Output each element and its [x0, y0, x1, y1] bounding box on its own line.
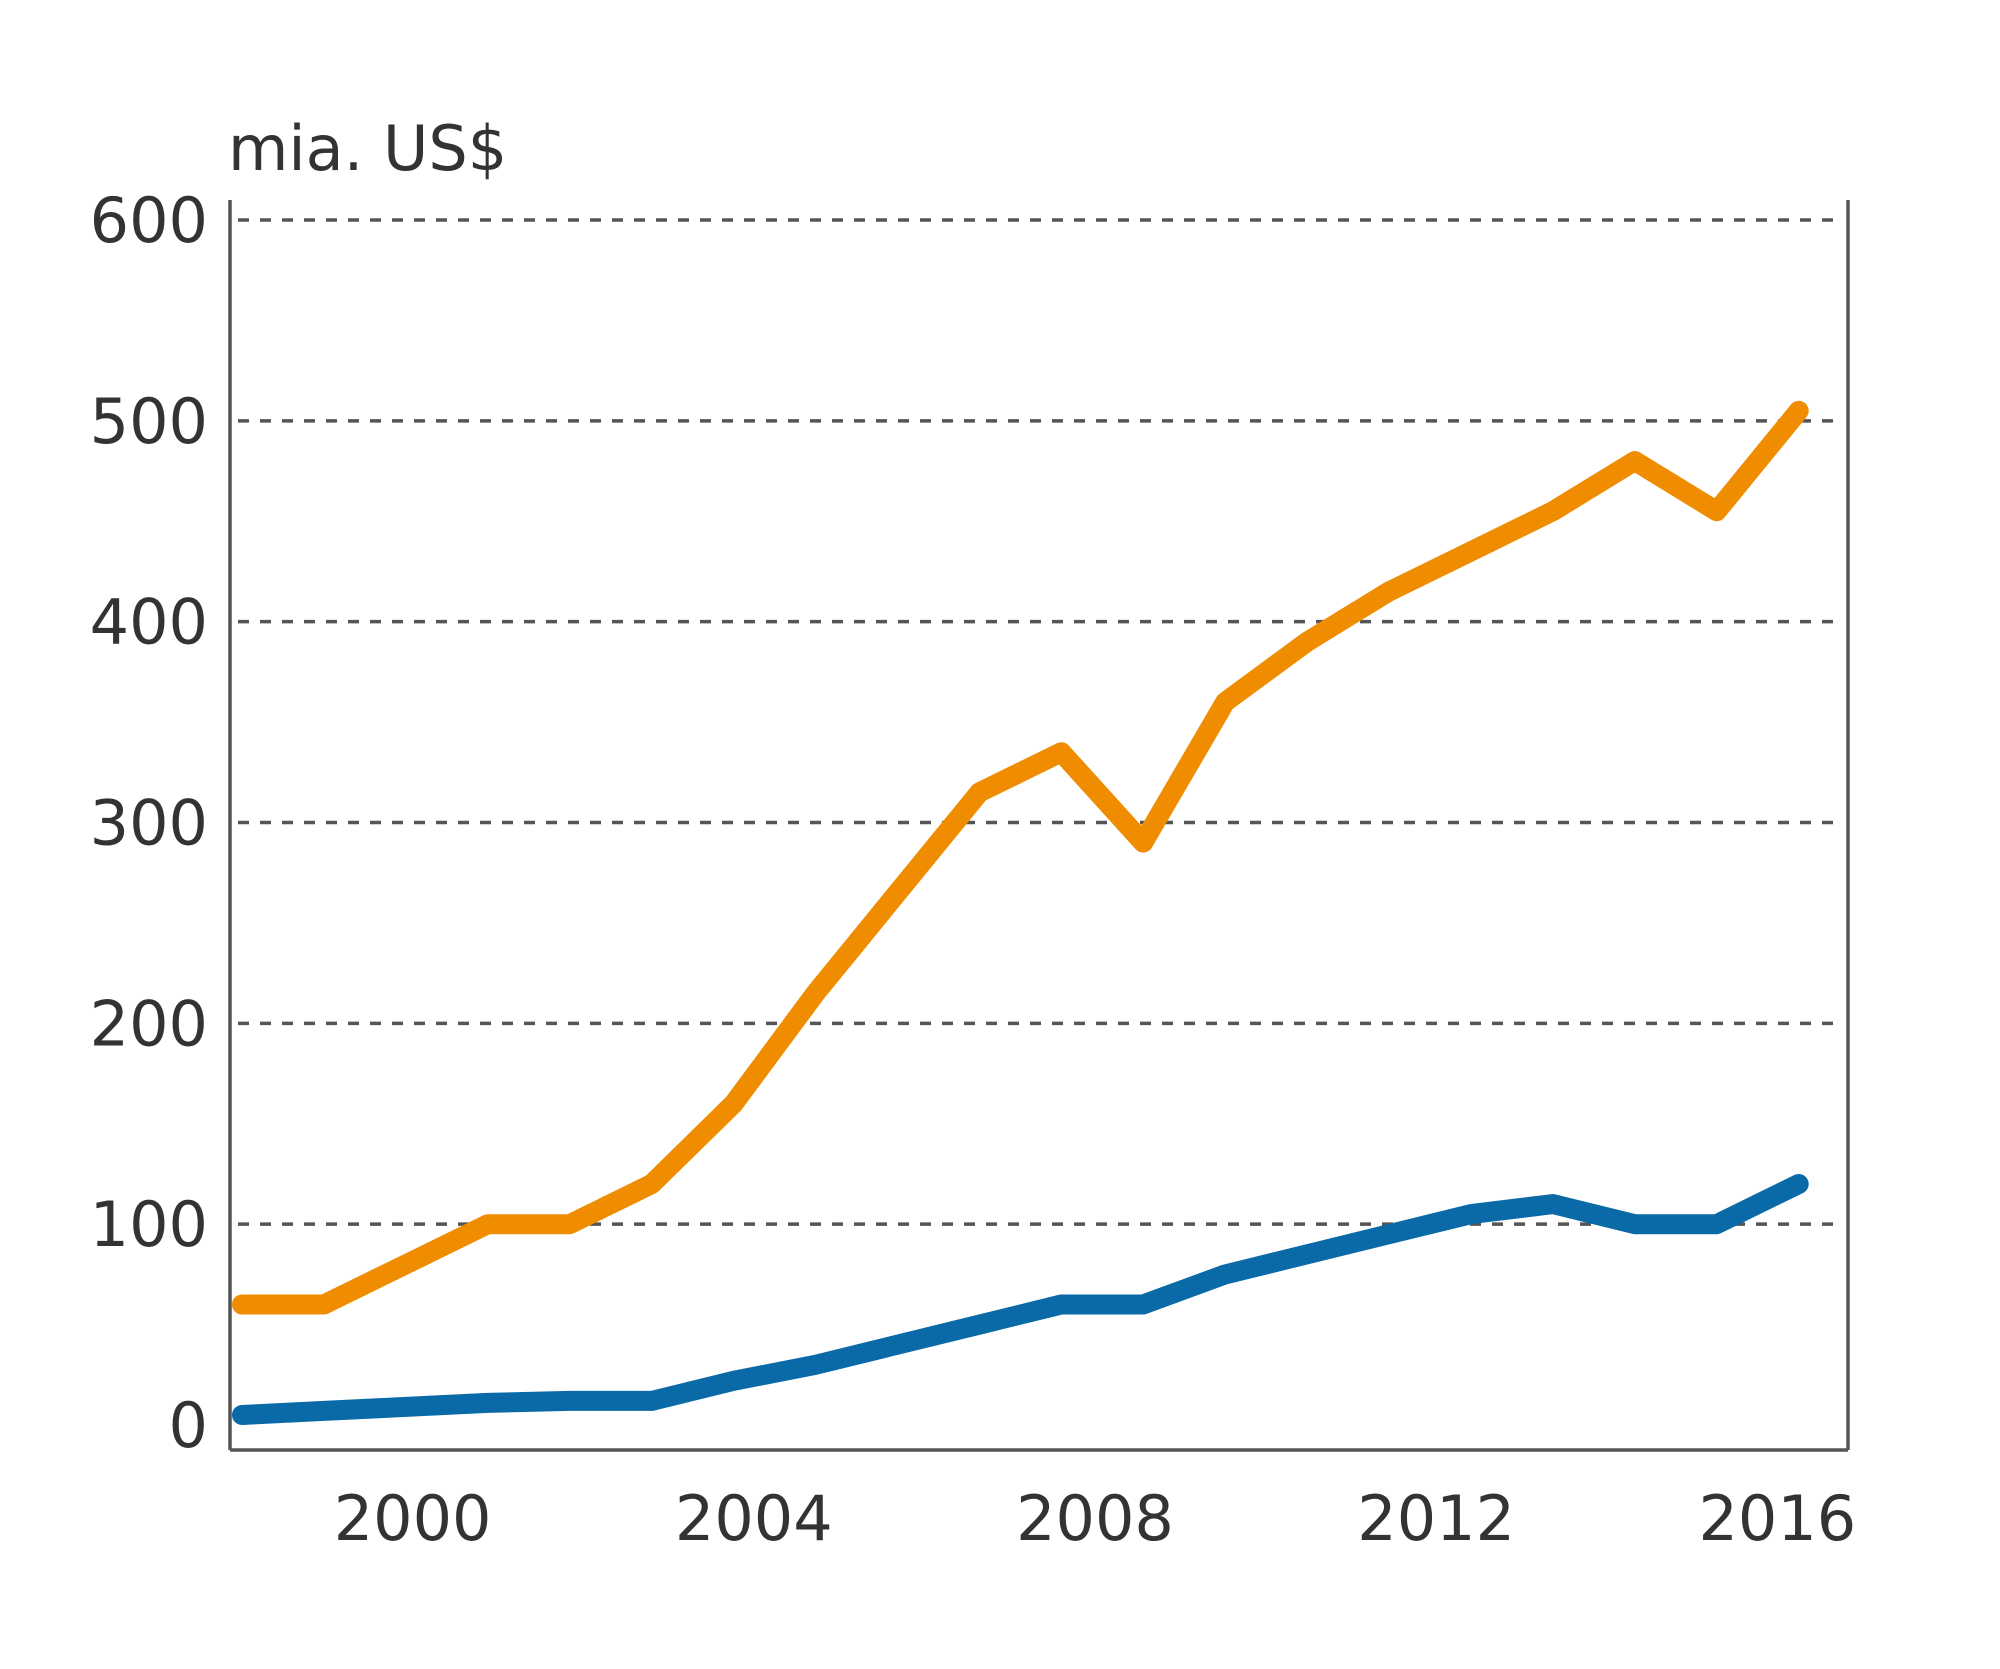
y-axis-unit-label: mia. US$	[228, 112, 507, 185]
y-tick-label: 0	[169, 1389, 208, 1462]
x-tick-label: 2000	[334, 1482, 492, 1555]
x-tick-label: 2016	[1698, 1482, 1856, 1555]
axes	[228, 200, 1850, 1452]
series-lines	[232, 400, 1809, 1425]
x-tick-label: 2008	[1016, 1482, 1174, 1555]
y-tick-label: 200	[90, 987, 208, 1060]
y-tick-label: 500	[90, 385, 208, 458]
y-tick-label: 300	[90, 787, 208, 860]
grid-lines	[238, 218, 1840, 1226]
y-axis-ticks: 0 100 200 300 400 500 600	[90, 184, 208, 1462]
series-line-orange	[232, 400, 1809, 1315]
x-tick-label: 2004	[675, 1482, 833, 1555]
y-tick-label: 100	[90, 1188, 208, 1261]
y-tick-label: 400	[90, 586, 208, 659]
series-line-blue	[232, 1174, 1809, 1425]
y-tick-label: 600	[90, 184, 208, 257]
x-axis-ticks: 2000 2004 2008 2012 2016	[334, 1482, 1857, 1555]
x-tick-label: 2012	[1357, 1482, 1515, 1555]
